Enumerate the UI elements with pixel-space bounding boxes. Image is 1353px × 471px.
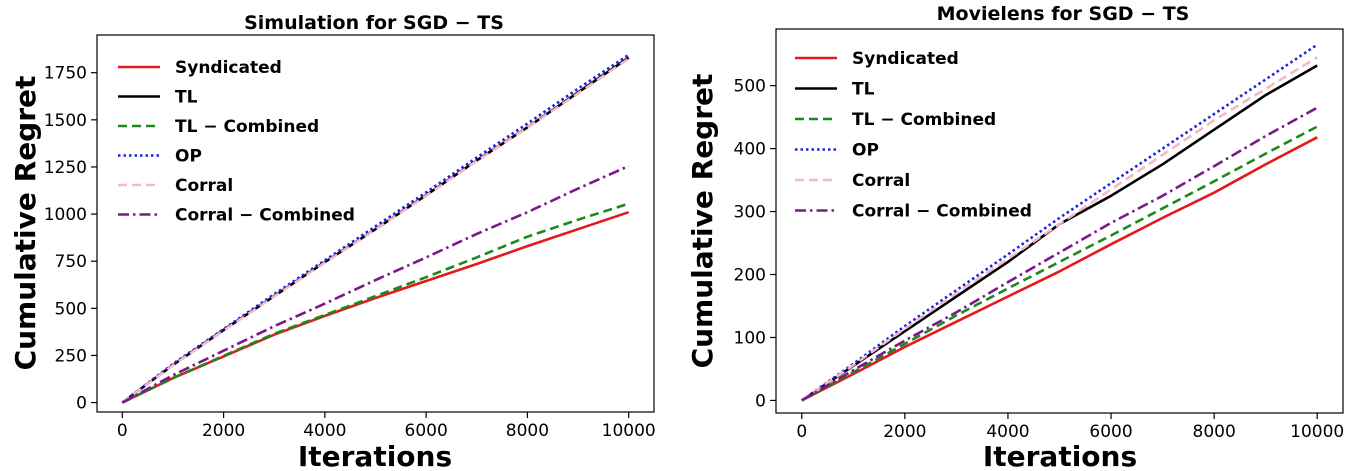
y-tick-label: 1500 [44,111,87,131]
series-lines [801,43,1318,402]
legend-label: OP [852,141,879,161]
x-tick-label: 10000 [1290,422,1344,442]
x-axis-label: Iterations [298,440,452,471]
plot-frame [96,34,655,413]
x-tick-label: 2000 [202,421,245,441]
series-line-syndicated [121,210,630,404]
y-tick-label: 1000 [44,205,87,225]
x-tick-label: 8000 [1193,422,1236,442]
series-line-corral [801,56,1318,402]
chart-title: Movielens for SGD − TS [937,3,1190,25]
x-tick-label: 8000 [506,421,549,441]
legend: Syndicated TL TL − Combined OP Corral Corral … [118,58,355,226]
y-axis-label: Cumulative Regret [9,76,42,371]
y-tick-label: 750 [55,252,87,272]
y-axis-label: Cumulative Regret [686,74,719,369]
chart-movielens: Movielens for SGD − TS 0 2000 4000 6000 8000… [686,3,1344,471]
series-line-corral [121,57,630,404]
series-line-tl-combined [801,125,1318,402]
axis-ticks: 0 2000 4000 6000 8000 10000 0 250 500 750 1000 1250… [44,64,656,441]
legend-label: TL [175,88,198,108]
series-line-corral-combined [121,164,630,404]
legend-label: Corral − Combined [852,202,1032,222]
series-line-tl-combined [121,202,630,404]
legend-label: Syndicated [852,49,959,69]
series-line-corral-combined [801,106,1318,402]
legend-label: TL − Combined [175,117,319,137]
y-tick-label: 100 [734,328,766,348]
y-tick-label: 250 [55,346,87,366]
x-tick-label: 2000 [883,422,926,442]
axis-ticks: 0 2000 4000 6000 8000 10000 0 100 200 300 400 500 [734,77,1345,442]
plot-frame [775,28,1344,414]
y-tick-label: 0 [755,391,766,411]
y-tick-label: 500 [734,77,766,97]
series-line-syndicated [801,136,1318,402]
chart-title: Simulation for SGD − TS [244,12,504,34]
series-lines [121,53,630,404]
legend: Syndicated TL TL − Combined OP Corral Corral … [795,49,1032,222]
legend-label: Syndicated [175,58,282,78]
legend-label: Corral [852,171,910,191]
y-tick-label: 0 [76,394,87,414]
x-tick-label: 4000 [986,422,1029,442]
x-tick-label: 6000 [1089,422,1132,442]
legend-label: Corral − Combined [175,206,355,226]
x-tick-label: 4000 [303,421,346,441]
y-tick-label: 400 [734,140,766,160]
x-tick-label: 0 [796,422,807,442]
legend-label: Corral [175,176,233,196]
legend-label: OP [175,147,202,167]
y-tick-label: 1250 [44,158,87,178]
x-tick-label: 10000 [602,421,656,441]
y-tick-label: 200 [734,266,766,286]
x-tick-label: 0 [117,421,128,441]
chart-simulation: Simulation for SGD − TS 0 2000 4000 6000 800… [9,12,656,471]
legend-label: TL − Combined [852,110,996,130]
y-tick-label: 300 [734,203,766,223]
y-tick-label: 500 [55,299,87,319]
x-axis-label: Iterations [983,440,1137,471]
y-tick-label: 1750 [44,64,87,84]
series-line-op [801,43,1318,402]
x-tick-label: 6000 [405,421,448,441]
legend-label: TL [852,80,875,100]
